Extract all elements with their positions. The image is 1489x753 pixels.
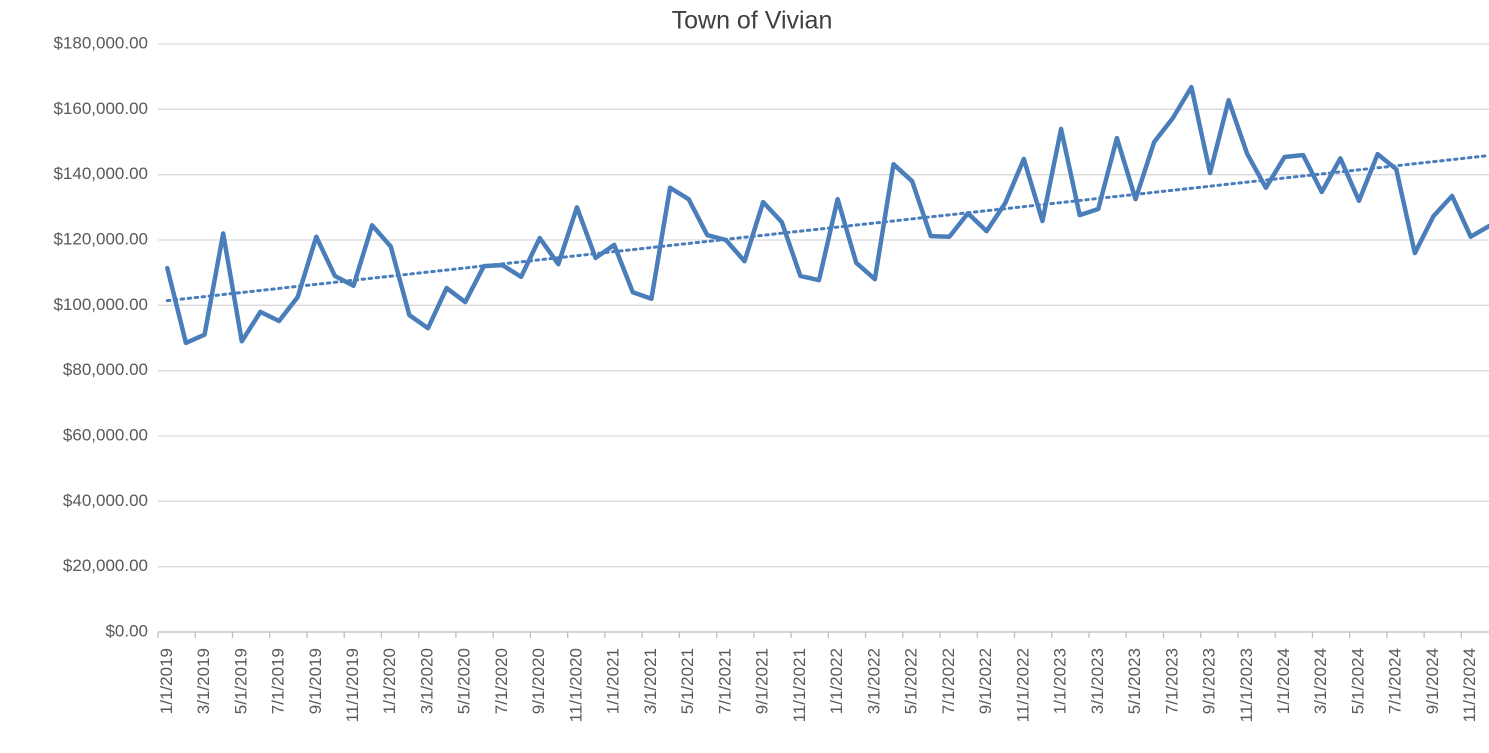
x-tick-label: 1/1/2019	[157, 648, 176, 714]
x-tick-label: 5/1/2019	[231, 648, 250, 714]
x-tick-label: 5/1/2023	[1125, 648, 1144, 714]
x-tick-label: 7/1/2022	[939, 648, 958, 714]
x-tick-label: 1/1/2020	[380, 648, 399, 714]
x-tick-label: 9/1/2024	[1423, 648, 1442, 714]
x-tick-label: 1/1/2024	[1274, 648, 1293, 714]
x-tick-label: 11/1/2024	[1460, 648, 1479, 722]
x-tick-label: 3/1/2020	[417, 648, 436, 714]
y-tick-label: $180,000.00	[53, 33, 148, 52]
x-tick-label: 7/1/2020	[492, 648, 511, 714]
y-tick-label: $140,000.00	[53, 164, 148, 183]
y-tick-label: $100,000.00	[53, 295, 148, 314]
x-tick-label: 11/1/2019	[343, 648, 362, 722]
x-tick-label: 11/1/2020	[566, 648, 585, 722]
y-tick-label: $0.00	[105, 621, 148, 640]
x-tick-label: 1/1/2023	[1051, 648, 1070, 714]
y-tick-label: $60,000.00	[63, 425, 148, 444]
trendline	[165, 154, 1489, 303]
y-tick-label: $40,000.00	[63, 491, 148, 510]
y-tick-label: $80,000.00	[63, 360, 148, 379]
x-tick-label: 5/1/2021	[678, 648, 697, 714]
x-tick-label: 1/1/2021	[604, 648, 623, 714]
x-tick-label: 11/1/2021	[790, 648, 809, 722]
x-tick-label: 5/1/2022	[902, 648, 921, 714]
chart-title: Town of Vivian	[672, 7, 833, 35]
x-tick-label: 5/1/2024	[1348, 648, 1367, 714]
x-tick-label: 3/1/2019	[194, 648, 213, 714]
x-tick-label: 3/1/2021	[641, 648, 660, 714]
x-tick-label: 3/1/2023	[1088, 648, 1107, 714]
y-tick-label: $160,000.00	[53, 99, 148, 118]
x-tick-label: 7/1/2021	[715, 648, 734, 714]
x-tick-label: 9/1/2022	[976, 648, 995, 714]
x-tick-label: 11/1/2023	[1237, 648, 1256, 722]
x-tick-label: 9/1/2021	[753, 648, 772, 714]
data-line	[165, 84, 1489, 346]
x-tick-label: 9/1/2023	[1200, 648, 1219, 714]
x-tick-label: 7/1/2024	[1386, 648, 1405, 714]
x-tick-label: 7/1/2019	[269, 648, 288, 714]
x-tick-label: 9/1/2019	[306, 648, 325, 714]
y-tick-label: $120,000.00	[53, 229, 148, 248]
y-tick-label: $20,000.00	[63, 556, 148, 575]
x-tick-label: 3/1/2022	[864, 648, 883, 714]
x-tick-label: 11/1/2022	[1013, 648, 1032, 722]
x-tick-label: 9/1/2020	[529, 648, 548, 714]
x-tick-label: 3/1/2024	[1311, 648, 1330, 714]
x-tick-label: 7/1/2023	[1162, 648, 1181, 714]
x-tick-label: 1/1/2022	[827, 648, 846, 714]
x-tick-label: 5/1/2020	[455, 648, 474, 714]
